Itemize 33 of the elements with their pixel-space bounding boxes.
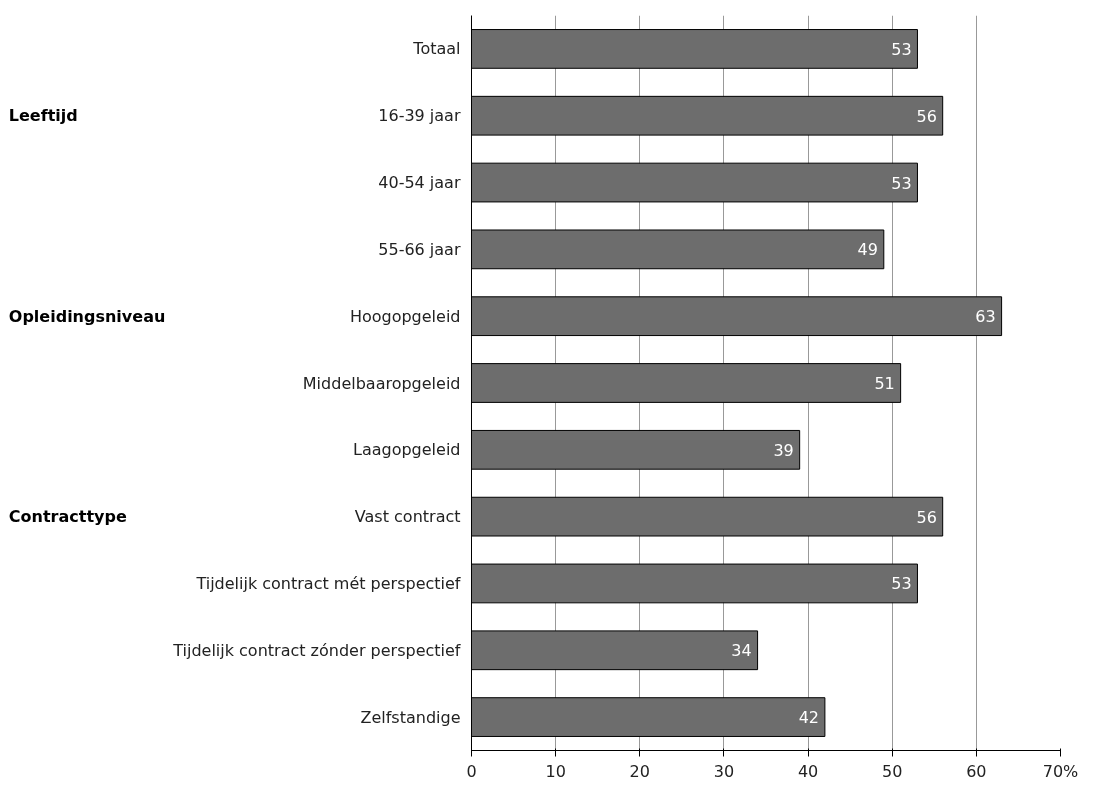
data-label: 63 — [975, 307, 996, 327]
y-tick-label: 16-39 jaar — [378, 106, 461, 126]
y-tick-label: 40-54 jaar — [378, 173, 461, 193]
data-label: 39 — [773, 440, 794, 460]
data-label: 42 — [798, 708, 820, 728]
y-tick-label: 55-66 jaar — [378, 239, 461, 259]
y-tick-label: Tijdelijk contract zónder perspectief — [172, 640, 461, 660]
x-tick-label: 40 — [797, 761, 819, 781]
data-label: 53 — [891, 173, 912, 193]
x-tick-label: 0 — [466, 761, 477, 781]
y-tick-label: Totaal — [412, 39, 461, 59]
data-label: 56 — [916, 106, 937, 126]
data-label: 49 — [857, 240, 878, 260]
data-label: 53 — [891, 574, 912, 594]
x-tick-label: 60 — [966, 761, 987, 781]
x-tick-label: 30 — [713, 761, 735, 781]
text: Leeftijd — [8, 106, 78, 126]
y-tick-label: Zelfstandige — [360, 707, 461, 727]
text: Opleidingsniveau — [8, 306, 166, 326]
x-tick-label: 10 — [545, 761, 566, 781]
x-tick-label: 70% — [1042, 761, 1079, 781]
y-tick-label: Hoogopgeleid — [349, 306, 461, 326]
y-tick-label: Vast contract — [354, 507, 461, 527]
data-label: 51 — [874, 374, 895, 393]
y-tick-label: Tijdelijk contract mét perspectief — [195, 573, 461, 593]
data-label: 34 — [731, 641, 752, 661]
data-label: 56 — [916, 507, 937, 527]
data-label: 53 — [891, 39, 912, 59]
x-tick-label: 20 — [629, 761, 650, 781]
y-tick-label: Laagopgeleid — [352, 440, 461, 460]
text: Contracttype — [8, 507, 127, 527]
y-tick-label: Middelbaaropgeleid — [302, 373, 461, 393]
x-tick-label: 50 — [882, 761, 903, 781]
